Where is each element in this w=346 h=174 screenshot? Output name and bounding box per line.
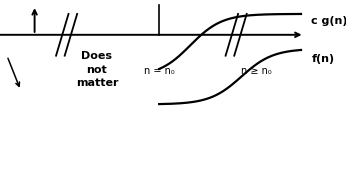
Text: f(n): f(n) (311, 54, 335, 64)
Text: c g(n): c g(n) (311, 16, 346, 26)
Text: Does
not
matter: Does not matter (76, 51, 118, 88)
Text: n ≥ n₀: n ≥ n₀ (241, 66, 271, 76)
Text: n = n₀: n = n₀ (144, 66, 174, 76)
